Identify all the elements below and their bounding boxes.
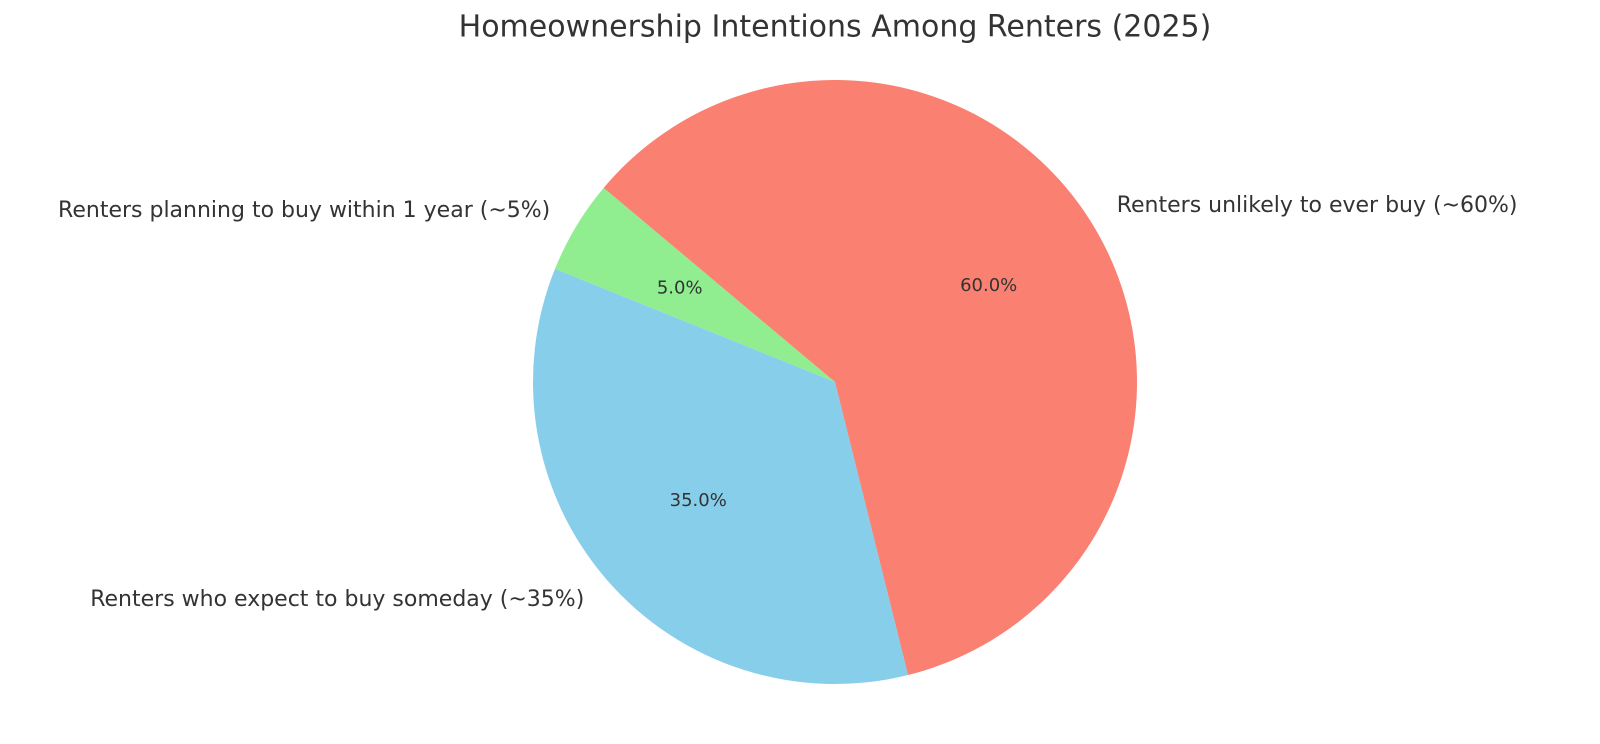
pie-slice [554,187,835,382]
pie-slice [533,268,909,684]
value-label: 5.0% [657,278,703,299]
pie-slice [603,80,1138,676]
slice-label: Renters unlikely to ever buy (~60%) [1117,193,1518,218]
chart-title: Homeownership Intentions Among Renters (… [459,10,1212,45]
slice-label: Renters who expect to buy someday (~35%) [90,587,584,612]
slice-label: Renters planning to buy within 1 year (~… [58,198,550,223]
value-label: 60.0% [960,275,1017,296]
value-label: 35.0% [670,490,727,511]
